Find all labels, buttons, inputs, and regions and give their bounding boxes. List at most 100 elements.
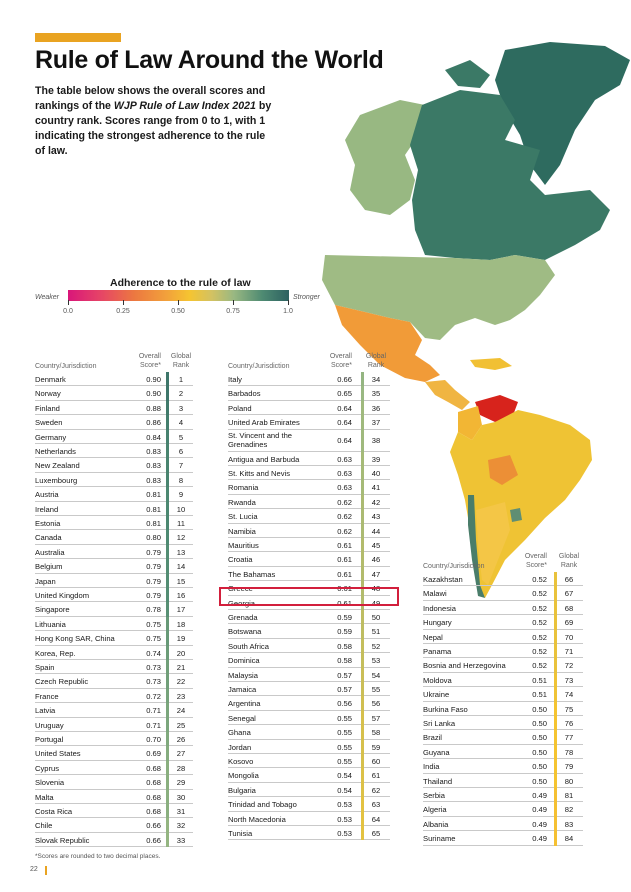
country-name: Rwanda <box>228 497 256 507</box>
country-name: Canada <box>35 533 62 543</box>
country-name: Serbia <box>423 791 445 800</box>
score-color-bar <box>361 372 364 387</box>
table-row: Panama 0.52 71 <box>423 644 583 659</box>
score-color-bar <box>554 629 557 644</box>
table-row: Norway 0.90 2 <box>35 386 193 401</box>
global-rank: 18 <box>176 619 186 629</box>
global-rank: 47 <box>371 569 381 579</box>
table-row: Dominica 0.58 53 <box>228 653 390 668</box>
score-color-bar <box>166 703 169 718</box>
country-name: Algeria <box>423 805 447 815</box>
score-color-bar <box>554 773 557 788</box>
overall-score: 0.51 <box>532 675 547 685</box>
col-header-score-l2: Score* <box>139 362 161 369</box>
score-color-bar <box>361 386 364 401</box>
country-name: Romania <box>228 483 259 493</box>
score-color-bar <box>361 451 364 466</box>
global-rank: 19 <box>176 634 186 644</box>
global-rank: 51 <box>371 627 381 637</box>
table-row: Spain 0.73 21 <box>35 660 193 675</box>
overall-score: 0.61 <box>337 541 352 550</box>
table-row: France 0.72 23 <box>35 688 193 704</box>
table-row: Botswana 0.59 51 <box>228 624 390 639</box>
overall-score: 0.50 <box>532 776 547 786</box>
overall-score: 0.75 <box>146 619 161 629</box>
country-name: New Zealand <box>35 461 80 471</box>
country-name: St. Lucia <box>228 512 258 522</box>
overall-score: 0.69 <box>146 749 161 759</box>
table-row: Tunisia 0.53 65 <box>228 826 390 841</box>
score-color-bar <box>361 494 364 510</box>
country-name: Poland <box>228 403 252 413</box>
country-name: Finland <box>35 403 60 413</box>
table-row: Sweden 0.86 4 <box>35 415 193 430</box>
country-name: Norway <box>35 389 61 399</box>
table-row: Netherlands 0.83 6 <box>35 444 193 459</box>
score-color-bar <box>554 831 557 846</box>
overall-score: 0.68 <box>146 792 161 802</box>
global-rank: 82 <box>564 805 574 815</box>
country-name: Germany <box>35 432 67 442</box>
global-rank: 52 <box>371 641 381 651</box>
legend-tick-label: 1.0 <box>283 308 293 315</box>
score-color-bar <box>554 687 557 702</box>
score-color-bar <box>361 538 364 553</box>
table-row: Portugal 0.70 26 <box>35 732 193 747</box>
country-name: Slovak Republic <box>35 835 90 845</box>
score-color-bar <box>166 660 169 675</box>
country-name: Grenada <box>228 613 258 622</box>
table-row: United Kingdom 0.79 16 <box>35 588 193 603</box>
score-color-bar <box>361 415 364 430</box>
table-row: Hong Kong SAR, China 0.75 19 <box>35 631 193 646</box>
table-row: Nepal 0.52 70 <box>423 629 583 644</box>
table-row: Croatia 0.61 46 <box>228 552 390 567</box>
global-rank: 75 <box>564 704 574 714</box>
overall-score: 0.86 <box>146 418 161 428</box>
table-row: Jordan 0.55 59 <box>228 739 390 754</box>
country-name: Italy <box>228 375 242 384</box>
country-name: Korea, Rep. <box>35 648 76 658</box>
table-row: Malta 0.68 30 <box>35 789 193 804</box>
overall-score: 0.79 <box>146 547 161 557</box>
global-rank: 3 <box>178 403 184 413</box>
overall-score: 0.64 <box>337 403 352 413</box>
score-color-bar <box>361 797 364 812</box>
country-name: Bosnia and Herzegovina <box>423 661 506 671</box>
score-color-bar <box>554 788 557 803</box>
col-header-rank-l1: Global <box>170 353 192 360</box>
table-row: Japan 0.79 15 <box>35 573 193 588</box>
score-color-bar <box>166 717 169 732</box>
overall-score: 0.55 <box>337 742 352 752</box>
score-color-bar <box>361 682 364 697</box>
col-header-score: Overall Score* <box>521 552 547 570</box>
global-rank: 11 <box>177 519 185 528</box>
table-row: Lithuania 0.75 18 <box>35 616 193 632</box>
col-header-country: Country/Jurisdiction <box>228 363 290 370</box>
canada-region <box>410 90 610 260</box>
overall-score: 0.90 <box>146 375 161 384</box>
country-name: Sri Lanka <box>423 719 456 728</box>
score-color-bar <box>361 400 364 416</box>
country-name: Luxembourg <box>35 475 78 485</box>
legend-weaker-label: Weaker <box>35 294 59 301</box>
overall-score: 0.53 <box>337 814 352 824</box>
score-color-bar <box>166 602 169 617</box>
col-header-rank-l2: Rank <box>367 362 385 369</box>
country-name: Austria <box>35 490 59 500</box>
country-name: Argentina <box>228 699 261 709</box>
global-rank: 74 <box>564 690 574 700</box>
global-rank: 61 <box>371 771 381 781</box>
country-name: Senegal <box>228 713 256 723</box>
col-header-country: Country/Jurisdiction <box>35 363 97 370</box>
country-name: Georgia <box>228 598 256 608</box>
score-color-bar <box>166 588 169 603</box>
overall-score: 0.63 <box>337 469 352 478</box>
overall-score: 0.68 <box>146 778 161 788</box>
score-color-bar <box>166 472 169 488</box>
global-rank: 80 <box>564 776 574 786</box>
overall-score: 0.64 <box>337 418 352 428</box>
country-name: Ireland <box>35 504 59 514</box>
bolivia-region <box>488 455 518 485</box>
overall-score: 0.71 <box>146 706 161 716</box>
score-color-bar <box>361 638 364 654</box>
